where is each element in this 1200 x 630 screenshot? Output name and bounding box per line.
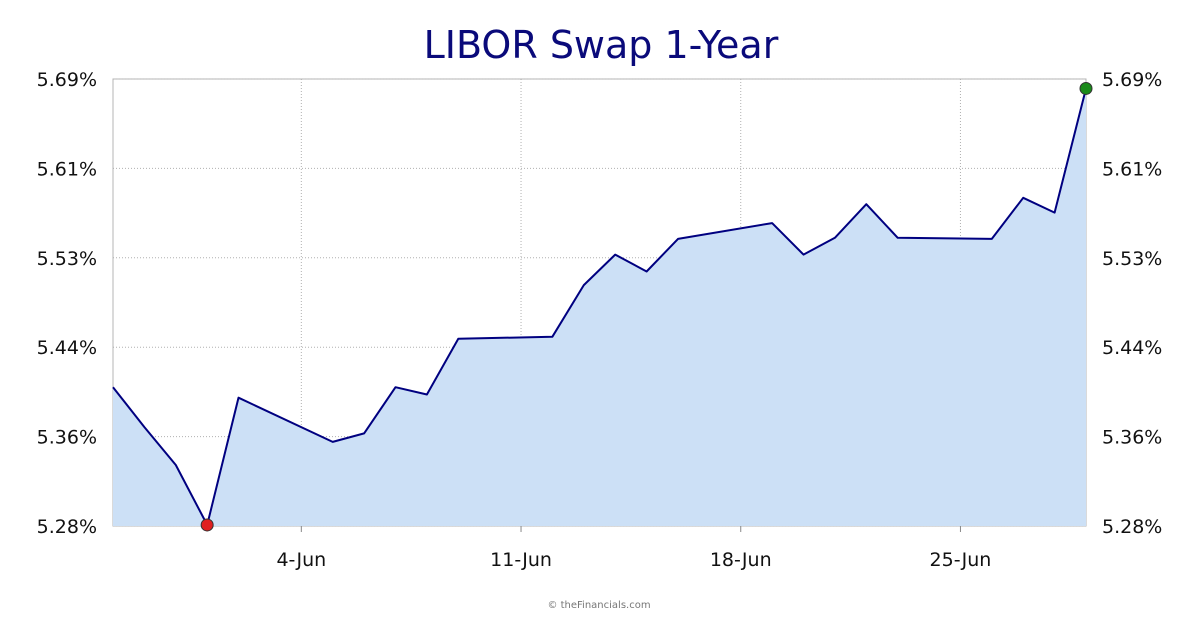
data-point xyxy=(143,426,145,428)
series-line xyxy=(112,88,1087,526)
data-point xyxy=(803,254,805,256)
x-tick-label: 18-Jun xyxy=(710,549,772,571)
data-point xyxy=(175,464,177,466)
area-fill xyxy=(113,88,1086,526)
data-point xyxy=(1022,197,1024,199)
data-point xyxy=(646,270,648,272)
data-point xyxy=(991,238,993,240)
y-axis-left: 5.28% 5.36% 5.44% 5.53% 5.61% 5.69% xyxy=(37,69,97,538)
credit-text: © theFinancials.com xyxy=(547,600,650,611)
x-tick-label: 4-Jun xyxy=(276,549,326,571)
data-point xyxy=(426,394,428,396)
y-tick-label-right: 5.28% xyxy=(1102,516,1162,538)
data-point xyxy=(897,237,899,239)
data-point xyxy=(614,254,616,256)
data-point xyxy=(457,338,459,340)
y-tick-label-left: 5.53% xyxy=(37,248,97,270)
y-tick-label-right: 5.69% xyxy=(1102,69,1162,91)
y-tick-label-right: 5.44% xyxy=(1102,337,1162,359)
data-point xyxy=(865,203,867,205)
data-point xyxy=(112,386,114,388)
data-point xyxy=(677,238,679,240)
data-point xyxy=(583,284,585,286)
plot-area xyxy=(112,81,1093,532)
x-tick-label: 11-Jun xyxy=(490,549,552,571)
y-tick-label-left: 5.61% xyxy=(37,158,97,180)
data-point xyxy=(551,336,553,338)
x-axis: 4-Jun 11-Jun 18-Jun 25-Jun xyxy=(276,549,991,571)
data-point xyxy=(771,222,773,224)
min-marker xyxy=(200,518,214,532)
data-point xyxy=(394,386,396,388)
data-point xyxy=(834,237,836,239)
y-tick-label-right: 5.61% xyxy=(1102,158,1162,180)
data-point xyxy=(238,397,240,399)
max-marker xyxy=(1079,81,1093,95)
x-tick-label: 25-Jun xyxy=(930,549,992,571)
chart-title: LIBOR Swap 1-Year xyxy=(424,23,779,67)
y-tick-label-left: 5.28% xyxy=(37,516,97,538)
y-tick-label-left: 5.36% xyxy=(37,427,97,449)
y-tick-label-left: 5.44% xyxy=(37,337,97,359)
y-tick-label-right: 5.36% xyxy=(1102,427,1162,449)
data-point xyxy=(363,432,365,434)
y-axis-right: 5.28% 5.36% 5.44% 5.53% 5.61% 5.69% xyxy=(1102,69,1162,538)
data-point xyxy=(1054,212,1056,214)
data-point xyxy=(332,441,334,443)
y-tick-label-left: 5.69% xyxy=(37,69,97,91)
y-tick-label-right: 5.53% xyxy=(1102,248,1162,270)
